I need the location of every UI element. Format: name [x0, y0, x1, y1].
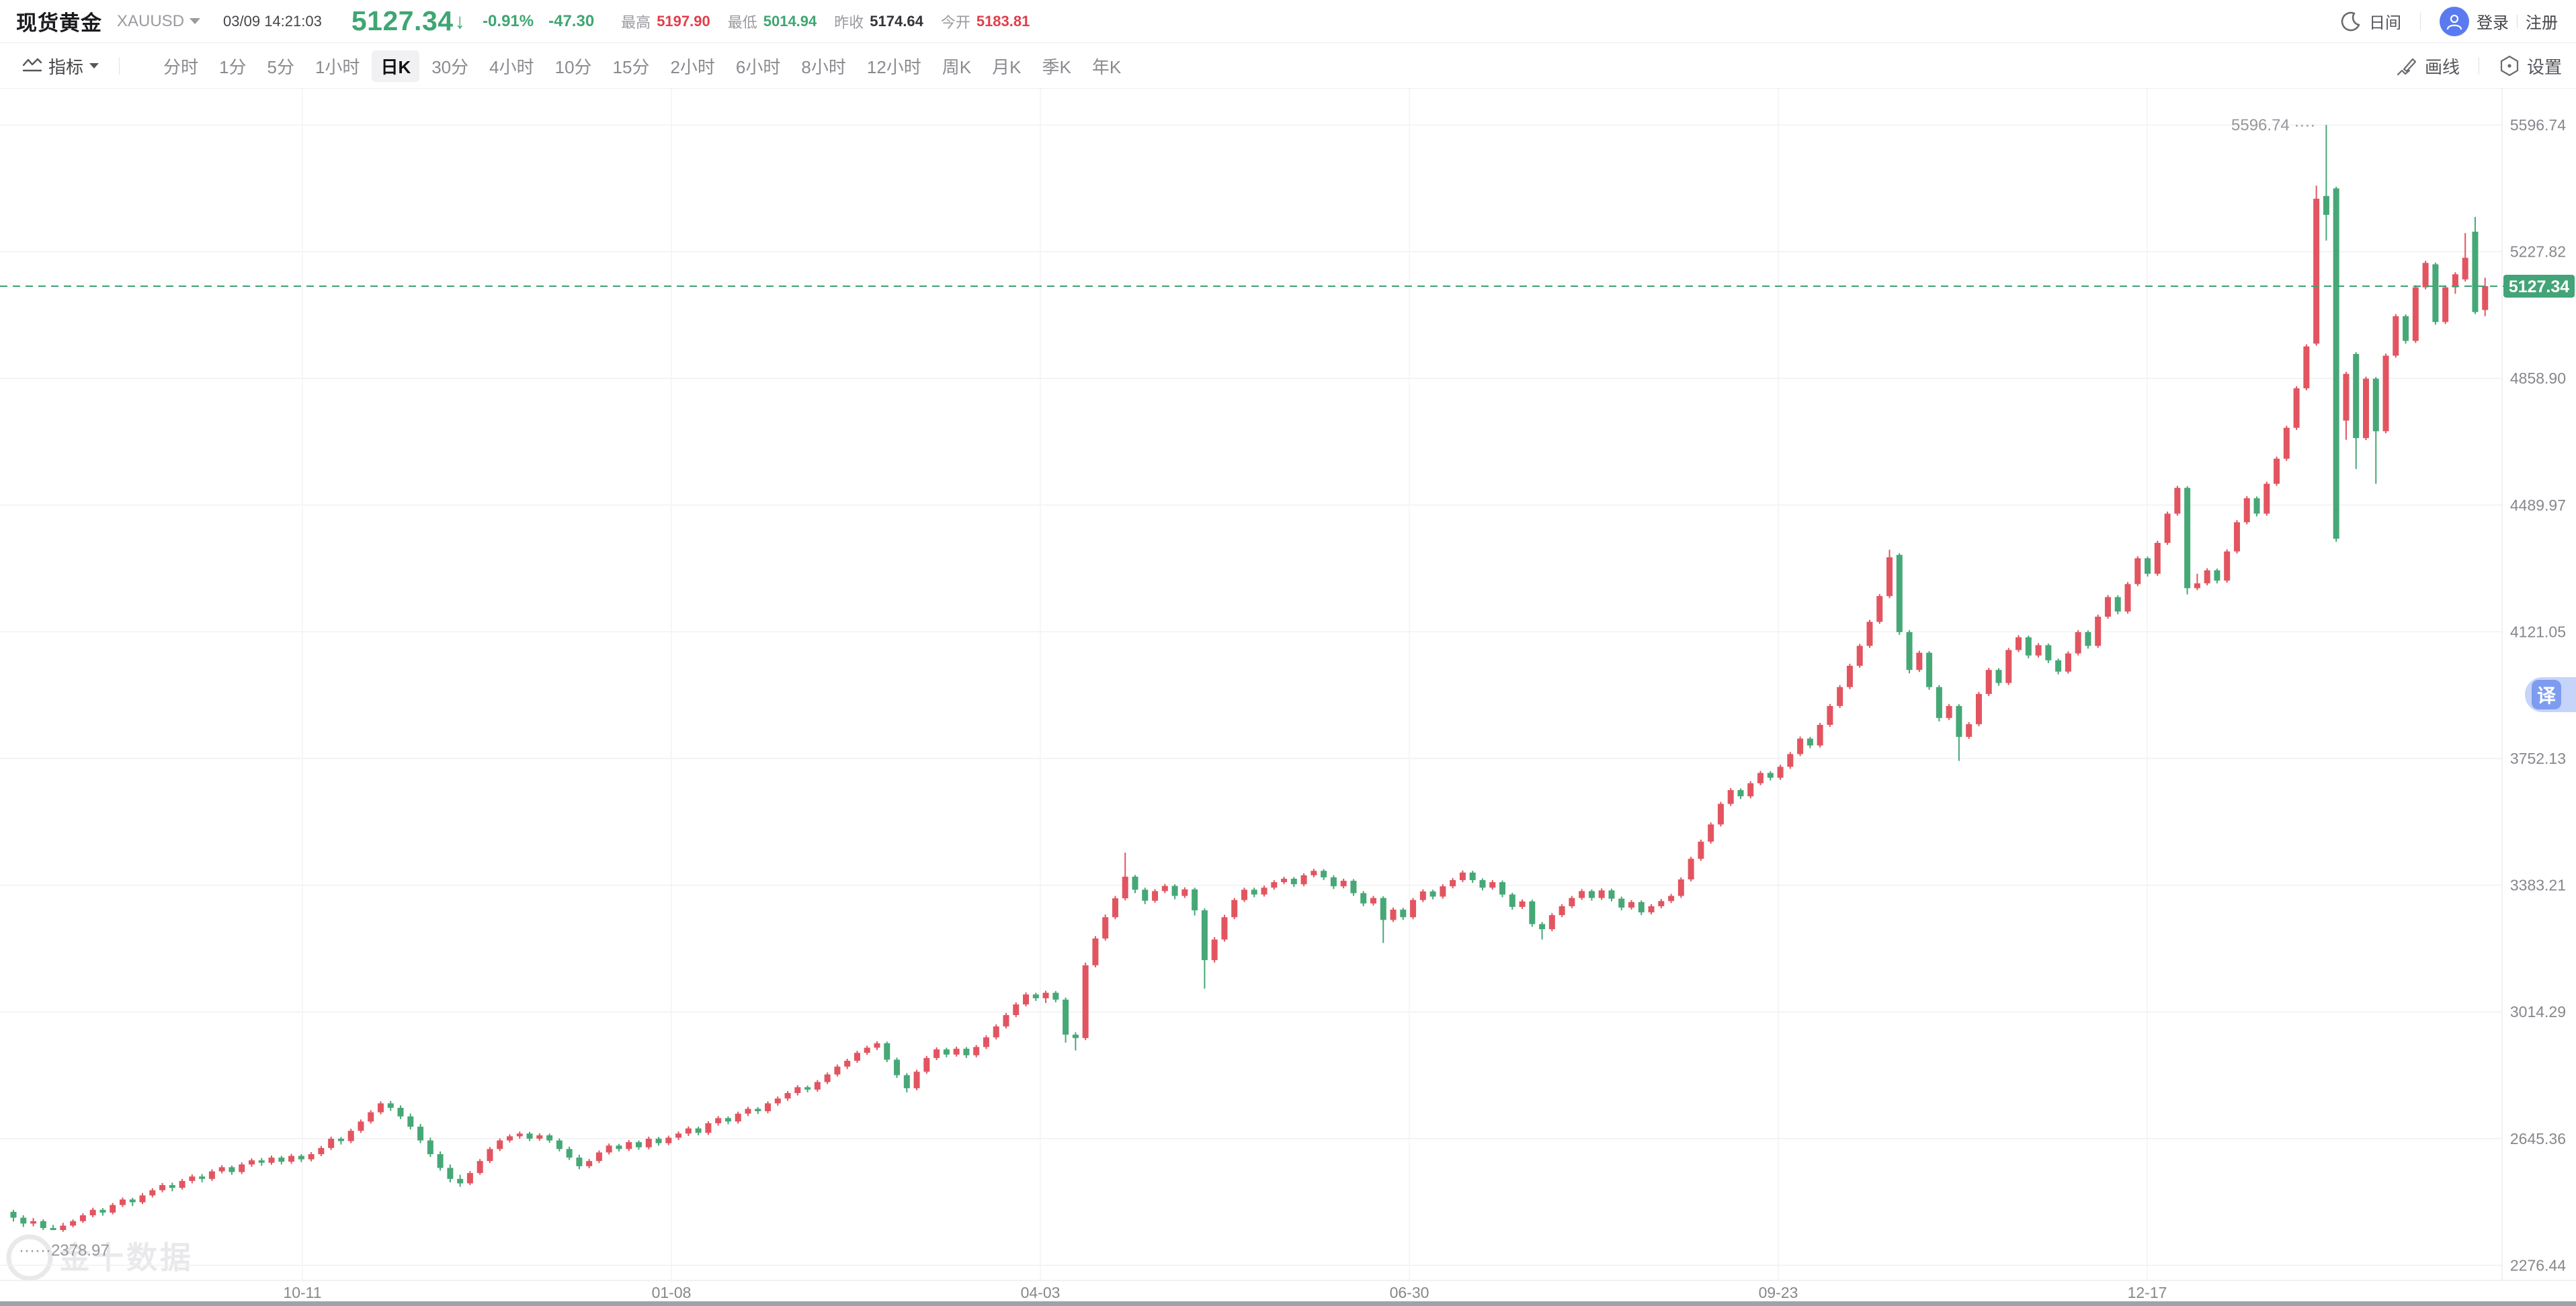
change-percent: -0.91% [483, 11, 534, 30]
stat-item-2: 昨收 5174.64 [834, 11, 923, 32]
svg-text:3752.13: 3752.13 [2510, 750, 2566, 767]
chart-toolbar: 指标 分时 1分 5分 1小时 日K 30分 4小时 10分 15分 2小时 6小时 8小时 12小时周… [0, 44, 2576, 89]
header-right-group: 日间 登录 注册 [2339, 6, 2576, 36]
stat-label: 昨收 [834, 13, 864, 31]
stat-item-3: 今开 5183.81 [941, 11, 1030, 32]
svg-text:3383.21: 3383.21 [2510, 877, 2566, 894]
y-axis-labels: 5596.74 5227.82 4858.90 4489.97 4121.05 3752.… [2510, 116, 2566, 1274]
change-value: -47.30 [548, 11, 595, 30]
theme-toggle-label: 日间 [2369, 14, 2401, 32]
timeframe-30分[interactable]: 30分 [423, 50, 477, 82]
chart-area: 金十数据 5596.74 ···· ······2378.97 5596.74 5227… [0, 89, 2576, 1306]
watermark-logo: 金十数据 [6, 1234, 194, 1281]
x-axis-labels: 10-11 01-08 04-03 06-30 09-23 12-17 [283, 1284, 2167, 1301]
indicator-caret-icon [89, 63, 99, 69]
high-point-label: 5596.74 ···· [2231, 116, 2315, 134]
quote-timestamp: 03/09 14:21:03 [223, 12, 322, 30]
svg-text:09-23: 09-23 [1759, 1284, 1798, 1301]
price-down-arrow-icon: ↓ [454, 9, 466, 33]
svg-text:4489.97: 4489.97 [2510, 496, 2566, 514]
translate-button[interactable]: 译 [2532, 680, 2561, 709]
timeframe-10分[interactable]: 10分 [546, 50, 601, 82]
svg-text:4858.90: 4858.90 [2510, 369, 2566, 387]
svg-text:2276.44: 2276.44 [2510, 1256, 2566, 1274]
settings-hexagon-icon [2500, 55, 2519, 77]
svg-text:金十数据: 金十数据 [58, 1240, 194, 1275]
toolbar-separator [119, 57, 120, 75]
candlestick-chart[interactable]: 金十数据 5596.74 ···· ······2378.97 5596.74 5227… [0, 89, 2576, 1306]
register-button[interactable]: 注册 [2526, 14, 2558, 32]
timeframe-list: 分时 1分 5分 1小时 日K 30分 4小时 10分 15分 2小时 6小时 8小时 12小时 周K 月K… [155, 50, 1133, 82]
timeframe-1分[interactable]: 1分 [210, 50, 255, 82]
header-separator [2420, 12, 2421, 30]
svg-text:04-03: 04-03 [1021, 1284, 1061, 1301]
timeframe-8小时[interactable]: 8小时 [792, 50, 854, 82]
timeframe-1小时[interactable]: 1小时 [306, 50, 368, 82]
svg-text:10-11: 10-11 [283, 1284, 321, 1301]
timeframe-6小时[interactable]: 6小时 [727, 50, 789, 82]
svg-text:5227.82: 5227.82 [2510, 243, 2566, 261]
login-button[interactable]: 登录 [2477, 14, 2509, 32]
indicator-dropdown[interactable]: 指标 [22, 54, 99, 79]
toolbar-right-group: 画线 设置 [2396, 54, 2576, 79]
svg-text:5596.74: 5596.74 [2510, 116, 2566, 134]
timeframe-12小时[interactable]: 12小时 [858, 50, 930, 82]
timeframe-季K[interactable]: 季K [1033, 50, 1079, 82]
settings-label: 设置 [2526, 56, 2562, 77]
timeframe-年K[interactable]: 年K [1083, 50, 1130, 82]
stat-label: 今开 [940, 13, 970, 31]
symbol-dropdown-caret-icon[interactable] [190, 18, 201, 24]
indicator-wave-icon [22, 58, 42, 72]
moon-icon [2341, 11, 2360, 31]
translate-widget: 译 [2525, 677, 2576, 712]
svg-text:5127.34: 5127.34 [2509, 277, 2569, 296]
stat-item-0: 最高 5197.90 [621, 11, 710, 32]
svg-text:06-30: 06-30 [1390, 1284, 1429, 1301]
timeframe-5分[interactable]: 5分 [259, 50, 303, 82]
timeframe-日K[interactable]: 日K [372, 50, 420, 82]
pen-icon [2397, 58, 2417, 76]
current-price: 5127.34 [351, 5, 454, 36]
stat-label: 最高 [621, 13, 651, 31]
stat-value: 5174.64 [870, 12, 923, 30]
svg-text:4121.05: 4121.05 [2510, 623, 2566, 640]
timeframe-15分[interactable]: 15分 [604, 50, 659, 82]
horizontal-scrollbar[interactable] [0, 1301, 2576, 1306]
svg-text:12-17: 12-17 [2128, 1284, 2167, 1301]
svg-text:2645.36: 2645.36 [2510, 1130, 2566, 1147]
stat-label: 最低 [727, 13, 757, 31]
timeframe-周K[interactable]: 周K [933, 50, 980, 82]
stat-value: 5197.90 [657, 12, 710, 30]
theme-toggle[interactable]: 日间 [2339, 9, 2401, 33]
timeframe-月K[interactable]: 月K [983, 50, 1030, 82]
stat-item-1: 最低 5014.94 [728, 11, 817, 32]
user-icon [2446, 14, 2462, 30]
svg-text:01-08: 01-08 [652, 1284, 692, 1301]
instrument-title: 现货黄金 [16, 11, 102, 35]
indicator-label: 指标 [48, 56, 84, 77]
symbol-label[interactable]: XAUUSD [117, 11, 185, 30]
timeframe-2小时[interactable]: 2小时 [661, 50, 723, 82]
stat-value: 5014.94 [763, 12, 817, 30]
stat-value: 5183.81 [976, 12, 1030, 30]
draw-line-label: 画线 [2424, 56, 2460, 77]
draw-line-button[interactable]: 画线 [2396, 54, 2460, 79]
candles-layer [10, 125, 2489, 1232]
low-point-label: ······2378.97 [19, 1242, 110, 1260]
svg-text:3014.29: 3014.29 [2510, 1003, 2566, 1020]
header-bar: 现货黄金 XAUUSD 03/09 14:21:03 5127.34 ↓ -0.… [0, 0, 2576, 43]
avatar[interactable] [2440, 6, 2469, 36]
timeframe-4小时[interactable]: 4小时 [481, 50, 542, 82]
settings-button[interactable]: 设置 [2498, 54, 2562, 79]
header-stats: 最高 5197.90 最低 5014.94 昨收 5174.64 今开 5183.81 [621, 11, 1047, 32]
auth-separator [2517, 14, 2518, 28]
current-price-badge: 5127.34 [2503, 274, 2575, 298]
gridlines [0, 89, 2502, 1280]
timeframe-分时[interactable]: 分时 [155, 50, 207, 82]
